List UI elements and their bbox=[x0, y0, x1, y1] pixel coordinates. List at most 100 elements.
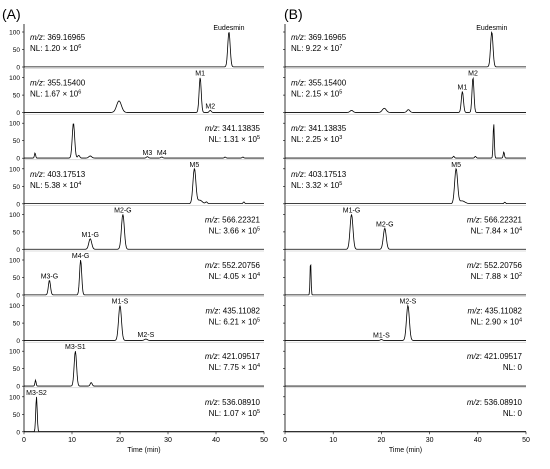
trace-line bbox=[285, 31, 526, 68]
mz-label: m/z: 421.09517 bbox=[467, 352, 523, 361]
mz-label: m/z: 566.22321 bbox=[467, 215, 523, 224]
mz-label: m/z: 341.13835 bbox=[291, 124, 347, 133]
mz-label: m/z: 435.11082 bbox=[467, 307, 522, 316]
trace-403-17513: M5 m/z: 403.17513 NL: 3.32 × 105 bbox=[283, 159, 526, 205]
trace-552-20756: 0 50 100 M3-G M4-G m/z: 552.20756 NL: 4.05 × 1… bbox=[9, 250, 264, 300]
peak-label: M1-G bbox=[81, 232, 99, 239]
y-tick-label: 100 bbox=[9, 258, 20, 265]
x-tick-label: 0 bbox=[22, 437, 26, 444]
y-tick-label: 100 bbox=[9, 349, 20, 356]
y-tick-label: 50 bbox=[13, 366, 21, 373]
trace-line bbox=[285, 304, 526, 341]
peak-label: M3-G bbox=[41, 273, 59, 280]
mz-label: m/z: 536.08910 bbox=[205, 398, 261, 407]
peak-label: M1-S bbox=[373, 333, 390, 340]
peak-label: M3 bbox=[142, 150, 152, 157]
trace-line bbox=[24, 259, 264, 296]
trace-566-22321: M1-G M2-G m/z: 566.22321 NL: 7.84 × 104 bbox=[283, 205, 526, 250]
y-tick-label: 50 bbox=[13, 412, 21, 419]
y-tick-label: 0 bbox=[16, 247, 20, 254]
nl-label: NL: 0 bbox=[503, 363, 523, 372]
x-tick-label: 10 bbox=[329, 437, 337, 444]
peak-label: M4-G bbox=[72, 253, 90, 260]
trace-line bbox=[24, 305, 264, 341]
trace-line bbox=[24, 167, 264, 205]
trace-line bbox=[24, 77, 264, 113]
trace-435-11082: 0 50 100 M1-S M2-S m/z: 435.11082 NL: 6.21 × 1… bbox=[9, 296, 264, 345]
mz-label: m/z: 421.09517 bbox=[205, 352, 261, 361]
y-tick-label: 0 bbox=[16, 110, 20, 117]
mz-label: m/z: 435.11082 bbox=[205, 307, 260, 316]
trace-341-13835: 0 50 100 M3 M4 m/z: 341.13835 NL: 1.31 × 105 bbox=[9, 113, 264, 163]
trace-line bbox=[285, 76, 526, 113]
y-tick-label: 0 bbox=[16, 338, 20, 345]
nl-label: NL: 7.84 × 104 bbox=[471, 226, 522, 235]
trace-566-22321: 0 50 100 M1-G M2-G m/z: 566.22321 NL: 3.66 × 1… bbox=[9, 205, 264, 254]
nl-label: NL: 9.22 × 107 bbox=[291, 44, 342, 53]
peak-label: M2-G bbox=[376, 221, 394, 228]
x-tick-label: 20 bbox=[378, 437, 386, 444]
trace-369-16965: 0 50 100 Eudesmin m/z: 369.16965 NL: 1.20 × 1… bbox=[9, 25, 264, 72]
mz-label: m/z: 369.16965 bbox=[30, 33, 86, 42]
peak-label: M1 bbox=[458, 85, 468, 92]
peak-label: M3-S2 bbox=[26, 390, 47, 397]
trace-369-16965: Eudesmin m/z: 369.16965 NL: 9.22 × 107 bbox=[283, 25, 526, 68]
mz-label: m/z: 341.13835 bbox=[205, 124, 261, 133]
peak-label: M2 bbox=[205, 104, 215, 111]
trace-line bbox=[24, 351, 264, 387]
panel-label: (A) bbox=[2, 6, 21, 22]
panel-label: (B) bbox=[284, 6, 303, 22]
peak-label: Eudesmin bbox=[213, 25, 244, 32]
x-tick-label: 10 bbox=[68, 437, 76, 444]
nl-label: NL: 0 bbox=[503, 409, 523, 418]
y-tick-label: 0 bbox=[16, 384, 20, 391]
trace-line bbox=[24, 396, 264, 433]
trace-line bbox=[285, 263, 526, 296]
x-tick-label: 40 bbox=[212, 437, 220, 444]
y-tick-label: 100 bbox=[9, 166, 20, 173]
nl-label: NL: 2.25 × 103 bbox=[291, 135, 342, 144]
mz-label: m/z: 403.17513 bbox=[30, 170, 86, 179]
x-tick-label: 30 bbox=[426, 437, 434, 444]
trace-line bbox=[285, 214, 526, 250]
peak-label: M5 bbox=[190, 162, 200, 169]
trace-536-08910: 0 50 100 M3-S2 m/z: 536.08910 NL: 1.07 × 105 bbox=[9, 387, 264, 436]
mz-label: m/z: 552.20756 bbox=[205, 261, 261, 270]
peak-label: M2-S bbox=[400, 299, 417, 306]
peak-label: M2 bbox=[468, 71, 478, 78]
mz-label: m/z: 369.16965 bbox=[291, 33, 347, 42]
trace-line bbox=[285, 167, 526, 205]
y-tick-label: 0 bbox=[16, 201, 20, 208]
nl-label: NL: 7.75 × 104 bbox=[209, 363, 260, 372]
peak-label: M3-S1 bbox=[65, 344, 86, 351]
y-tick-label: 50 bbox=[13, 275, 21, 282]
trace-line bbox=[24, 214, 264, 250]
y-tick-label: 50 bbox=[13, 321, 21, 328]
trace-536-08910: m/z: 536.08910 NL: 0 bbox=[283, 387, 526, 433]
peak-label: M2-S bbox=[138, 332, 155, 339]
y-tick-label: 50 bbox=[13, 138, 21, 145]
nl-label: NL: 1.20 × 106 bbox=[30, 44, 81, 53]
trace-403-17513: 0 50 100 M5 m/z: 403.17513 NL: 5.38 × 104 bbox=[9, 159, 264, 208]
trace-341-13835: m/z: 341.13835 NL: 2.25 × 103 bbox=[283, 113, 526, 159]
nl-label: NL: 1.31 × 105 bbox=[209, 135, 260, 144]
nl-label: NL: 1.67 × 106 bbox=[30, 90, 81, 99]
x-tick-label: 0 bbox=[283, 437, 287, 444]
mz-label: m/z: 536.08910 bbox=[467, 398, 523, 407]
nl-label: NL: 5.38 × 104 bbox=[30, 181, 81, 190]
y-tick-label: 100 bbox=[9, 303, 20, 310]
x-tick-label: 20 bbox=[116, 437, 124, 444]
trace-435-11082: M1-S M2-S m/z: 435.11082 NL: 2.90 × 104 bbox=[283, 296, 526, 341]
trace-421-09517: m/z: 421.09517 NL: 0 bbox=[283, 341, 526, 387]
x-tick-label: 50 bbox=[260, 437, 268, 444]
nl-label: NL: 2.15 × 105 bbox=[291, 90, 342, 99]
y-tick-label: 100 bbox=[9, 75, 20, 82]
nl-label: NL: 3.66 × 105 bbox=[209, 226, 260, 235]
panel-b: (B) Eudesmin m/z: 369.16965 NL: 9.22 × 107 M… bbox=[283, 6, 530, 454]
peak-label: M1-G bbox=[343, 207, 361, 214]
y-tick-label: 50 bbox=[13, 184, 21, 191]
y-tick-label: 0 bbox=[16, 429, 20, 436]
